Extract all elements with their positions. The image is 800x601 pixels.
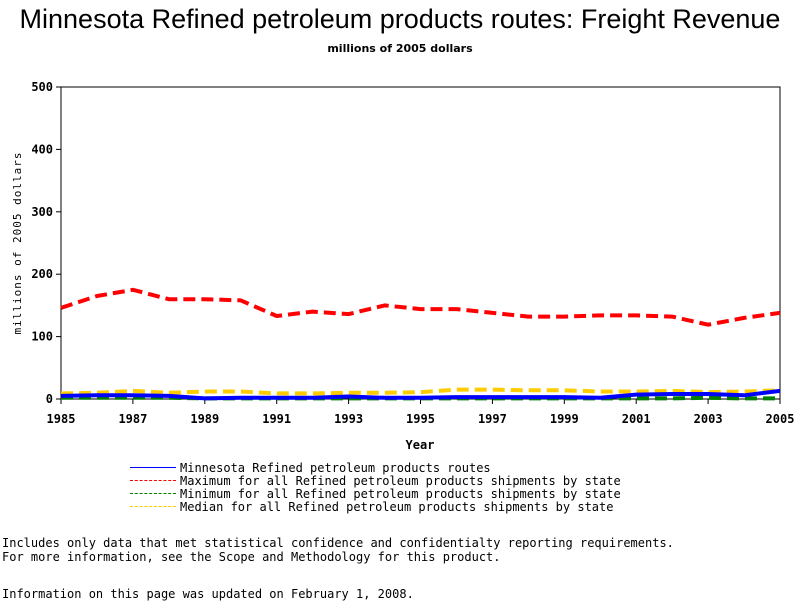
x-tick-label: 1989	[190, 412, 219, 426]
updated-note: Information on this page was updated on …	[2, 587, 414, 601]
y-tick-label: 200	[31, 267, 53, 281]
x-tick-label: 1995	[406, 412, 435, 426]
y-tick-label: 100	[31, 330, 53, 344]
x-tick-label: 1999	[550, 412, 579, 426]
chart-subtitle: millions of 2005 dollars	[327, 42, 473, 55]
x-tick-label: 2003	[694, 412, 723, 426]
y-tick-label: 300	[31, 205, 53, 219]
x-tick-label: 1997	[478, 412, 507, 426]
legend-label: Minnesota Refined petroleum products rou…	[180, 460, 491, 475]
legend-label: Minimum for all Refined petroleum produc…	[180, 486, 621, 501]
y-axis-label: millions of 2005 dollars	[11, 152, 24, 335]
legend-swatch	[130, 467, 176, 468]
legend: Minnesota Refined petroleum products rou…	[130, 460, 621, 514]
legend-item: Minnesota Refined petroleum products rou…	[130, 460, 621, 475]
legend-swatch	[130, 493, 176, 494]
legend-item: Maximum for all Refined petroleum produc…	[130, 473, 621, 488]
x-tick-label: 1993	[334, 412, 363, 426]
footnote-methodology: For more information, see the Scope and …	[2, 550, 501, 564]
footnote-confidence: Includes only data that met statistical …	[2, 536, 674, 550]
x-tick-label: 1991	[262, 412, 291, 426]
x-tick-label: 2001	[622, 412, 651, 426]
x-tick-label: 1985	[47, 412, 76, 426]
y-axis: 0 100 200 300 400 500	[31, 80, 61, 406]
legend-swatch	[130, 480, 176, 481]
series-lines	[60, 287, 781, 401]
series-line-1	[60, 287, 781, 327]
legend-swatch	[130, 506, 176, 507]
x-axis: 1985 1987 1989 1991 1993 1995 1997 1999 2001 2003…	[47, 399, 795, 426]
x-axis-label: Year	[406, 438, 435, 452]
legend-item: Minimum for all Refined petroleum produc…	[130, 486, 621, 501]
footnotes: Includes only data that met statistical …	[2, 536, 674, 564]
y-tick-label: 0	[46, 392, 53, 406]
x-tick-label: 1987	[118, 412, 147, 426]
y-tick-label: 400	[31, 142, 53, 156]
legend-item: Median for all Refined petroleum product…	[130, 499, 621, 514]
chart-title: Minnesota Refined petroleum products rou…	[19, 4, 781, 34]
y-tick-label: 500	[31, 80, 53, 94]
x-tick-label: 2005	[766, 412, 795, 426]
series-line-3	[60, 387, 781, 396]
series-line-0	[60, 388, 781, 401]
plot-frame	[60, 86, 781, 400]
line-chart: 0 100 200 300 400 500 1985 1987 1989 1991 1993 199…	[11, 80, 795, 452]
legend-label: Median for all Refined petroleum product…	[180, 499, 614, 514]
legend-label: Maximum for all Refined petroleum produc…	[180, 473, 621, 488]
